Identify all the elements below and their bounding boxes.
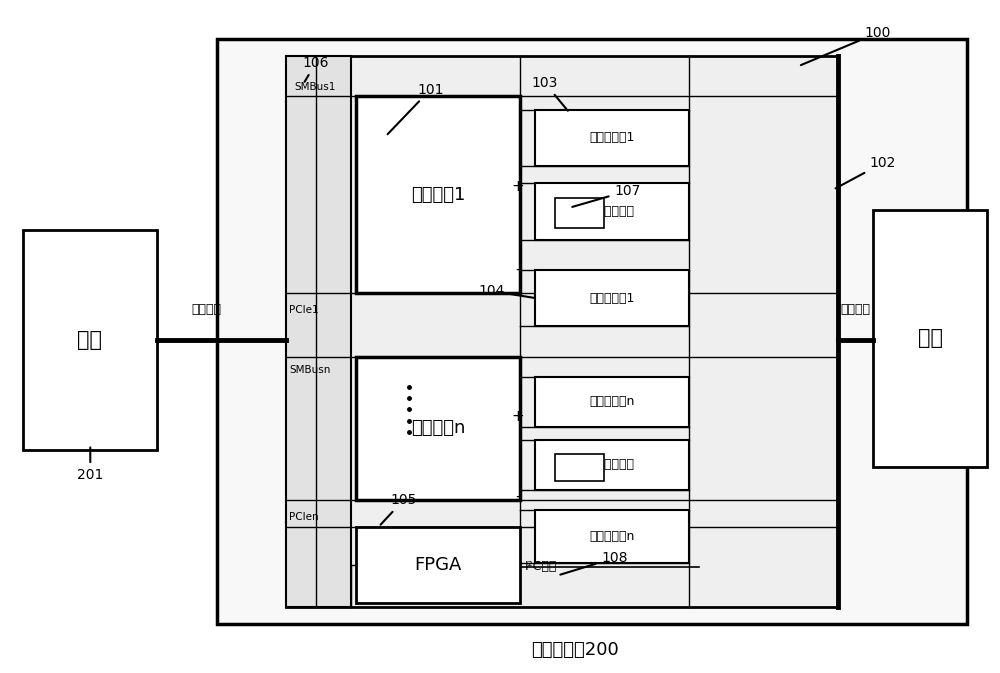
Text: 电流传感噗n: 电流传感噗n bbox=[589, 395, 635, 408]
Text: 电源总线: 电源总线 bbox=[841, 304, 871, 316]
Bar bbox=[555, 198, 604, 227]
Bar bbox=[286, 56, 351, 607]
Text: SMBusn: SMBusn bbox=[289, 365, 331, 375]
Text: 硬盘接口1: 硬盘接口1 bbox=[411, 186, 465, 204]
Text: 103: 103 bbox=[532, 76, 568, 111]
Text: PCIen: PCIen bbox=[289, 511, 319, 522]
Bar bbox=[535, 440, 689, 490]
Text: 电流采样电阻: 电流采样电阻 bbox=[589, 205, 634, 218]
Text: 电流采样电阻: 电流采样电阻 bbox=[589, 458, 634, 472]
Bar bbox=[535, 377, 689, 427]
Bar bbox=[535, 510, 689, 563]
Bar bbox=[555, 454, 604, 481]
Bar bbox=[535, 110, 689, 166]
Text: 系统总线: 系统总线 bbox=[192, 304, 222, 316]
Bar bbox=[356, 527, 520, 604]
Text: 电流传感噗1: 电流传感噗1 bbox=[589, 131, 635, 145]
Text: I²C总线: I²C总线 bbox=[525, 560, 557, 573]
Text: 108: 108 bbox=[560, 551, 628, 575]
Text: 104: 104 bbox=[479, 284, 535, 298]
Text: 主板: 主板 bbox=[77, 330, 102, 350]
Text: PCIe1: PCIe1 bbox=[289, 305, 319, 315]
Text: 101: 101 bbox=[388, 83, 444, 134]
Text: 106: 106 bbox=[303, 56, 329, 82]
Text: 100: 100 bbox=[801, 26, 891, 65]
Text: 电压传感噗1: 电压传感噗1 bbox=[589, 291, 635, 305]
Bar bbox=[356, 96, 520, 293]
Text: FPGA: FPGA bbox=[414, 556, 462, 574]
Text: SMBus1: SMBus1 bbox=[294, 82, 336, 92]
Bar bbox=[286, 56, 838, 607]
Text: 201: 201 bbox=[77, 448, 103, 482]
Text: +: + bbox=[512, 179, 524, 194]
Text: 计算机装置200: 计算机装置200 bbox=[531, 641, 618, 659]
Text: 102: 102 bbox=[836, 156, 896, 188]
Text: 电源: 电源 bbox=[918, 328, 943, 348]
Bar bbox=[217, 40, 967, 623]
Text: -: - bbox=[515, 262, 521, 277]
Text: -: - bbox=[515, 489, 521, 504]
Text: 电压传感噗n: 电压传感噗n bbox=[589, 530, 635, 543]
Bar bbox=[23, 229, 157, 450]
Text: 105: 105 bbox=[381, 493, 417, 525]
Bar bbox=[873, 210, 987, 466]
Bar bbox=[356, 357, 520, 500]
Text: +: + bbox=[512, 409, 524, 424]
Text: 107: 107 bbox=[572, 184, 640, 207]
Bar bbox=[535, 183, 689, 240]
Text: 硬盘接口n: 硬盘接口n bbox=[411, 419, 465, 437]
Bar bbox=[535, 270, 689, 326]
